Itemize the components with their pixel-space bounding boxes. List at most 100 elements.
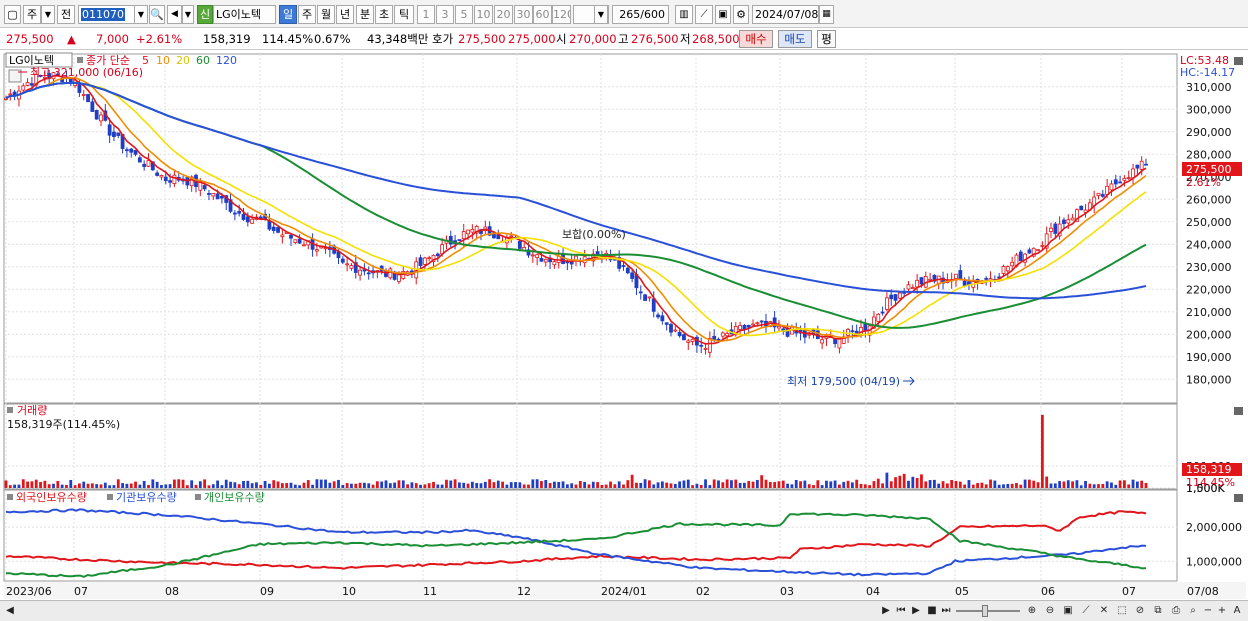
volume-bar — [147, 484, 150, 488]
date-input[interactable]: 2024/07/08 — [752, 5, 819, 24]
zoom-in-icon[interactable]: ⊕ — [1027, 605, 1037, 616]
candle-body — [617, 257, 622, 269]
volume-bar — [764, 479, 768, 488]
candle-body — [215, 193, 220, 200]
price-panel-close-icon[interactable] — [1234, 57, 1243, 65]
rewind-icon[interactable]: ⏮ — [896, 605, 906, 616]
tab-year[interactable]: 년 — [336, 5, 354, 24]
buy-button[interactable]: 매수 — [739, 30, 773, 48]
tab-week[interactable]: 주 — [298, 5, 316, 24]
speaker-icon[interactable]: ◀ — [167, 5, 182, 24]
zoom-slider-handle[interactable] — [982, 605, 988, 617]
volume-bar — [367, 483, 371, 488]
volume-bar — [363, 482, 366, 488]
font-size-icon[interactable]: A — [1233, 605, 1241, 616]
interval-10[interactable]: 10 — [474, 5, 493, 24]
search-icon[interactable]: 🔍 — [149, 5, 165, 24]
stock-code-input[interactable]: 011070 — [78, 5, 135, 24]
scroll-bar[interactable]: ◀ ▶ ⏮ ▶ ■ ⏭ ⊕ ⊖ ▣ ⟋ ✕ ⬚ ⊘ ⧉ ⎙ ⌕ − + A — [0, 600, 1248, 621]
candle-body — [349, 265, 354, 269]
volume-bar — [203, 479, 207, 488]
interval-120[interactable]: 120 — [552, 5, 571, 24]
count-value: 265 — [619, 8, 641, 21]
search-small-icon[interactable]: ⌕ — [1190, 605, 1196, 616]
volume-bar — [1019, 484, 1023, 488]
play-icon[interactable]: ▶ — [912, 605, 920, 616]
fit-icon[interactable]: ▣ — [1063, 605, 1073, 616]
interval-3[interactable]: 3 — [436, 5, 454, 24]
ma-label[interactable]: 종가 단순 — [86, 54, 130, 67]
count-field[interactable]: 265/600 — [612, 5, 669, 24]
volume-title[interactable]: 거래량 — [17, 404, 47, 417]
magnet-icon[interactable]: ⊘ — [1135, 605, 1145, 616]
chart-settings-icon[interactable] — [8, 69, 22, 83]
interval-dropdown-icon[interactable]: ▼ — [594, 5, 608, 24]
period-select[interactable]: 주 — [23, 5, 41, 24]
volume-bar — [306, 480, 310, 488]
volume-panel — [3, 403, 1178, 490]
cross-icon[interactable]: ✕ — [1099, 605, 1109, 616]
window-icon[interactable]: ▢ — [4, 5, 21, 24]
ma-legend-marker — [77, 57, 83, 63]
select-icon[interactable]: ⬚ — [1117, 605, 1127, 616]
tab-second[interactable]: 초 — [375, 5, 393, 24]
scroll-left-icon[interactable]: ◀ — [6, 605, 14, 616]
copy-icon[interactable]: ⧉ — [1154, 605, 1162, 616]
code-dropdown-icon[interactable]: ▼ — [134, 5, 148, 24]
foreign-holdings-label[interactable]: 외국인보유수량 — [16, 491, 87, 504]
gear-icon[interactable]: ⚙ — [733, 5, 749, 24]
holdings-panel-close-icon[interactable] — [1234, 494, 1243, 502]
volume-value-label: 158,319주(114.45%) — [7, 418, 120, 431]
volume-legend-marker — [7, 407, 13, 413]
candle-body — [880, 311, 885, 314]
evaluate-button[interactable]: 평 — [817, 30, 836, 48]
volume-bar — [26, 481, 29, 488]
line-draw-icon[interactable]: ⟋ — [695, 5, 713, 24]
interval-5[interactable]: 5 — [455, 5, 473, 24]
forward-icon[interactable]: ⏭ — [941, 605, 951, 616]
interval-1[interactable]: 1 — [417, 5, 435, 24]
interval-30[interactable]: 30 — [514, 5, 533, 24]
volume-tick-label: 1,500K — [1186, 482, 1225, 495]
minus-icon[interactable]: − — [1203, 605, 1213, 616]
period-dropdown-icon[interactable]: ▼ — [41, 5, 55, 24]
volume-bar — [915, 478, 919, 488]
speaker-dropdown-icon[interactable]: ▼ — [182, 5, 194, 24]
candle-icon[interactable]: ▥ — [675, 5, 693, 24]
volume-bar — [652, 484, 656, 488]
tab-day[interactable]: 일 — [279, 5, 297, 24]
interval-60[interactable]: 60 — [533, 5, 552, 24]
calendar-icon[interactable]: ▦ — [819, 5, 834, 24]
stock-chart[interactable]: 310,000300,000290,000280,000270,000260,0… — [0, 50, 1248, 600]
volume-bar — [358, 482, 362, 488]
candle-body — [470, 229, 475, 233]
sell-button[interactable]: 매도 — [778, 30, 812, 48]
candle-body — [146, 160, 151, 167]
chart-title[interactable]: LG이노텍 — [9, 54, 54, 67]
tab-month[interactable]: 월 — [317, 5, 335, 24]
zoom-out-icon[interactable]: ⊖ — [1045, 605, 1055, 616]
volume-bar — [773, 482, 777, 488]
individual-holdings-label[interactable]: 개인보유수량 — [204, 491, 265, 504]
volume-bar — [319, 479, 323, 488]
volume-bar — [976, 483, 979, 488]
stock-name-field[interactable]: LG이노텍 — [213, 5, 276, 24]
tab-minute[interactable]: 분 — [356, 5, 374, 24]
volume-bar — [134, 481, 137, 488]
stop-icon[interactable]: ■ — [927, 605, 937, 616]
interval-20[interactable]: 20 — [494, 5, 513, 24]
volume-bar — [691, 485, 694, 488]
price-tick-label: 250,000 — [1186, 216, 1232, 229]
tab-tick[interactable]: 틱 — [394, 5, 414, 24]
plus-icon[interactable]: + — [1217, 605, 1227, 616]
draw-line-icon[interactable]: ⟋ — [1082, 605, 1090, 616]
save-icon[interactable]: ▣ — [715, 5, 731, 24]
zoom-slider-track[interactable] — [956, 610, 1020, 612]
institution-holdings-label[interactable]: 기관보유수량 — [116, 491, 177, 504]
volume-panel-close-icon[interactable] — [1234, 407, 1243, 415]
ma-20-line — [5, 81, 1147, 337]
print-icon[interactable]: ⎙ — [1172, 605, 1180, 616]
scroll-right-icon[interactable]: ▶ — [882, 605, 890, 616]
candle-body — [86, 94, 90, 103]
prev-button[interactable]: 전 — [57, 5, 75, 24]
